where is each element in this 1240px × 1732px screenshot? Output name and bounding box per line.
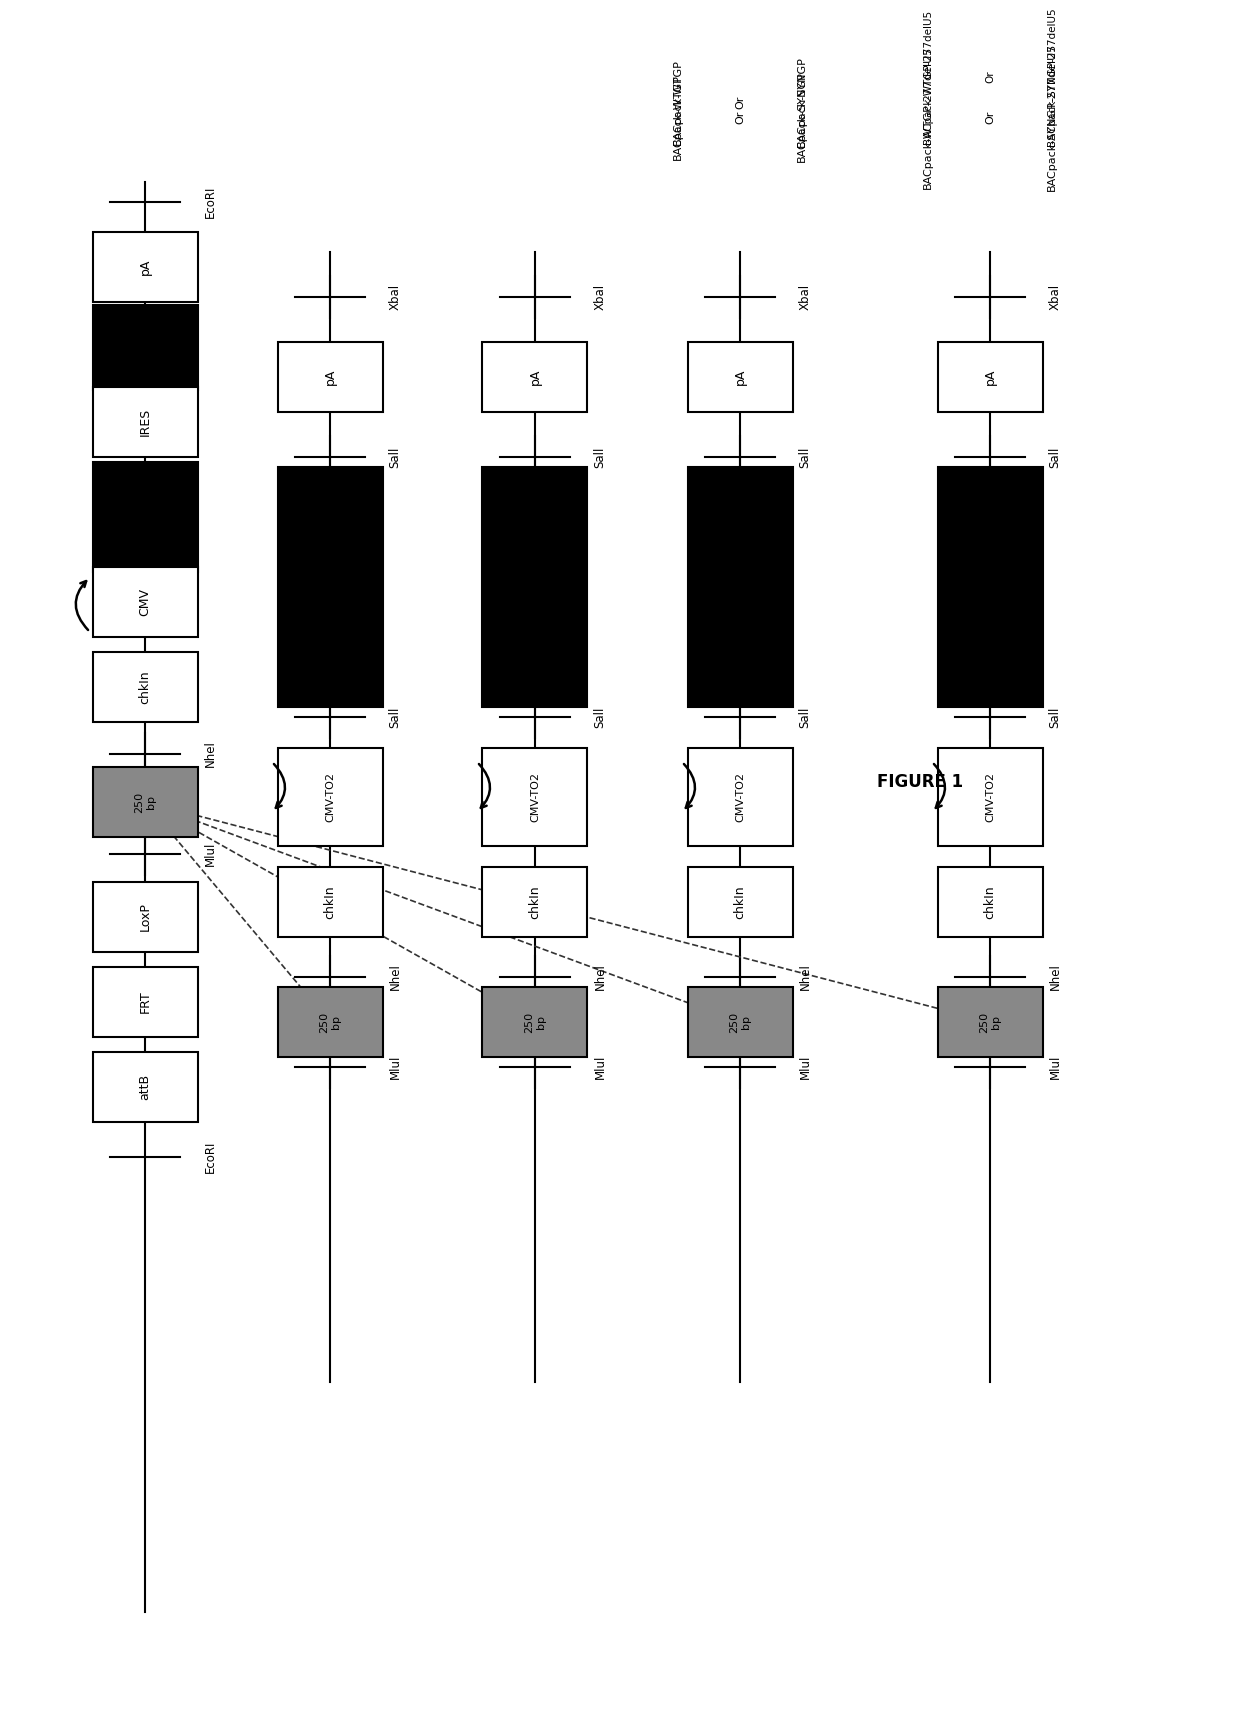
Text: Xbal: Xbal: [594, 284, 606, 310]
Bar: [93, 462, 197, 572]
Bar: [278, 987, 382, 1057]
Bar: [278, 468, 382, 707]
Text: Mlul: Mlul: [1049, 1055, 1061, 1079]
Bar: [687, 748, 792, 845]
Bar: [93, 651, 197, 722]
Text: Nhel: Nhel: [1049, 963, 1061, 991]
Bar: [93, 386, 197, 457]
Bar: [937, 748, 1043, 845]
Text: CMV-TO2: CMV-TO2: [529, 772, 539, 823]
Text: CMV-TO2: CMV-TO2: [735, 772, 745, 823]
Bar: [93, 232, 197, 301]
Text: Mlul: Mlul: [203, 842, 217, 866]
Bar: [93, 882, 197, 953]
Text: CMV-TO2: CMV-TO2: [985, 772, 994, 823]
Text: BACpack-SYNGP: BACpack-SYNGP: [797, 57, 807, 147]
Text: Sall: Sall: [388, 447, 402, 468]
Bar: [482, 468, 588, 707]
Bar: [482, 341, 588, 412]
Text: Or: Or: [735, 111, 745, 123]
Bar: [937, 341, 1043, 412]
Text: FIGURE 1: FIGURE 1: [877, 772, 963, 792]
Text: Mlul: Mlul: [594, 1055, 606, 1079]
Text: CMV-TO2: CMV-TO2: [325, 772, 335, 823]
Text: Nhel: Nhel: [799, 963, 811, 991]
Text: chkIn: chkIn: [139, 670, 151, 703]
Text: BACpack-WTGP-277delU5: BACpack-WTGP-277delU5: [923, 45, 932, 189]
Text: 250
bp: 250 bp: [525, 1011, 546, 1032]
Text: Nhel: Nhel: [203, 741, 217, 767]
Text: Xbal: Xbal: [388, 284, 402, 310]
Text: pA: pA: [324, 369, 336, 385]
Text: BACpack-SYNGP: BACpack-SYNGP: [797, 71, 807, 163]
Text: Sall: Sall: [388, 707, 402, 727]
Text: Or: Or: [735, 95, 745, 109]
Text: pA: pA: [528, 369, 542, 385]
Bar: [687, 341, 792, 412]
Bar: [93, 305, 197, 390]
Text: chkIn: chkIn: [983, 885, 997, 918]
Bar: [278, 748, 382, 845]
Text: Or: Or: [985, 111, 994, 123]
Bar: [482, 987, 588, 1057]
Bar: [482, 868, 588, 937]
Text: BACpack-SYNGP-277delU5: BACpack-SYNGP-277delU5: [1047, 43, 1056, 191]
Text: Mlul: Mlul: [388, 1055, 402, 1079]
Text: FRT: FRT: [139, 991, 151, 1013]
Text: Sall: Sall: [594, 707, 606, 727]
Text: chkIn: chkIn: [734, 885, 746, 918]
Text: LoxP: LoxP: [139, 902, 151, 932]
Text: chkIn: chkIn: [324, 885, 336, 918]
Text: EcoRI: EcoRI: [203, 1141, 217, 1173]
Bar: [687, 468, 792, 707]
Text: pA: pA: [983, 369, 997, 385]
Bar: [687, 987, 792, 1057]
Text: BACpack-WTGP: BACpack-WTGP: [673, 74, 683, 159]
Text: Nhel: Nhel: [594, 963, 606, 991]
Bar: [93, 966, 197, 1037]
Text: EcoRI: EcoRI: [203, 185, 217, 218]
Bar: [93, 566, 197, 637]
Text: pA: pA: [734, 369, 746, 385]
Bar: [278, 868, 382, 937]
Text: attB: attB: [139, 1074, 151, 1100]
Text: 250
bp: 250 bp: [980, 1011, 1001, 1032]
Text: Nhel: Nhel: [388, 963, 402, 991]
Text: BACpack-WTGP-277delU5: BACpack-WTGP-277delU5: [923, 10, 932, 144]
Text: Sall: Sall: [594, 447, 606, 468]
Text: Sall: Sall: [1049, 707, 1061, 727]
Text: Sall: Sall: [1049, 447, 1061, 468]
Text: 250
bp: 250 bp: [729, 1011, 750, 1032]
Text: Xbal: Xbal: [799, 284, 811, 310]
Text: CMV: CMV: [139, 587, 151, 617]
Text: 250
bp: 250 bp: [134, 792, 156, 812]
Bar: [93, 1051, 197, 1122]
Text: Sall: Sall: [799, 447, 811, 468]
Bar: [937, 468, 1043, 707]
Text: 250
bp: 250 bp: [319, 1011, 341, 1032]
Text: chkIn: chkIn: [528, 885, 542, 918]
Bar: [93, 767, 197, 837]
Text: IRES: IRES: [139, 407, 151, 436]
Bar: [278, 341, 382, 412]
Text: Sall: Sall: [799, 707, 811, 727]
Text: Xbal: Xbal: [1049, 284, 1061, 310]
Text: BACpack-SYNGP-277delU5: BACpack-SYNGP-277delU5: [1047, 7, 1056, 145]
Bar: [482, 748, 588, 845]
Text: Or: Or: [985, 71, 994, 83]
Bar: [937, 987, 1043, 1057]
Bar: [687, 868, 792, 937]
Text: Mlul: Mlul: [799, 1055, 811, 1079]
Bar: [937, 868, 1043, 937]
Text: pA: pA: [139, 258, 151, 275]
Text: BACpack-WTGP: BACpack-WTGP: [673, 59, 683, 145]
